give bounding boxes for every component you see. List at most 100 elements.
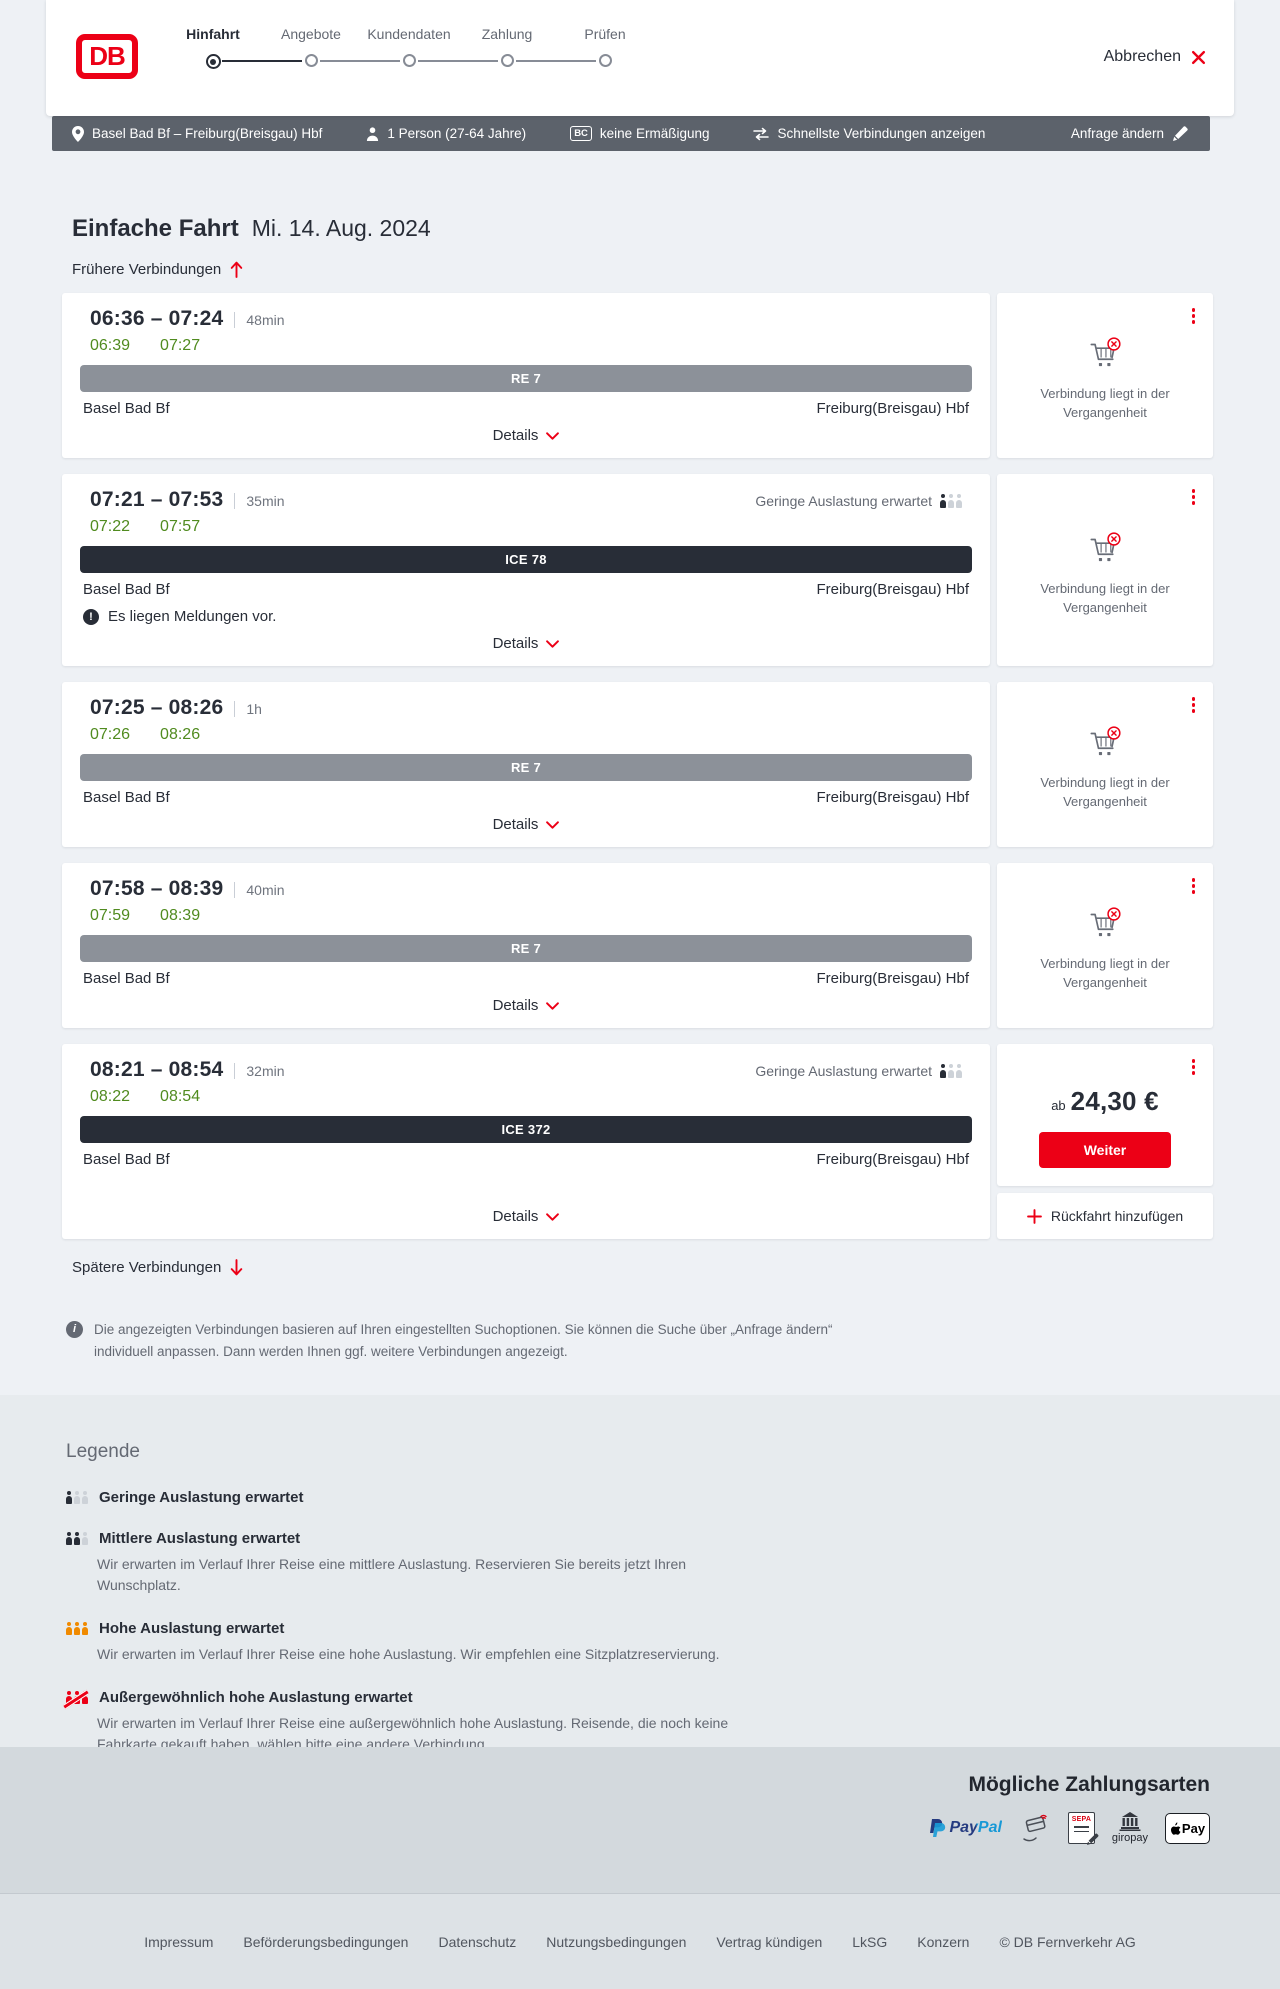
footer: Impressum Beförderungsbedingungen Datensch… xyxy=(0,1893,1280,1989)
payments-section: Mögliche Zahlungsarten PayPal SEPA girop… xyxy=(0,1747,1280,1893)
progress-step-label: Hinfahrt xyxy=(186,26,240,42)
occupancy-indicator: Geringe Auslastung erwartet xyxy=(755,1063,962,1079)
more-options-button[interactable] xyxy=(1190,487,1198,507)
progress-step[interactable]: Prüfen xyxy=(556,26,654,69)
chevron-down-icon xyxy=(546,820,560,829)
departure-station: Basel Bad Bf xyxy=(83,1151,170,1168)
train-label: RE 7 xyxy=(510,941,542,956)
add-return-button[interactable]: Rückfahrt hinzufügen xyxy=(997,1193,1213,1239)
legend-item-description: Wir erwarten im Verlauf Ihrer Reise eine… xyxy=(97,1715,729,1747)
person-icon xyxy=(367,126,379,141)
paypal-label: PayPal xyxy=(949,1819,1002,1836)
progress-step[interactable]: Kundendaten xyxy=(360,26,498,69)
connection-main[interactable]: 07:58 – 08:39 40min 07:59 08:39 RE 7 Bas… xyxy=(62,863,990,1028)
add-return-label: Rückfahrt hinzufügen xyxy=(1050,1208,1184,1224)
connection-duration: 32min xyxy=(234,1063,285,1079)
footer-link[interactable]: Nutzungsbedingungen xyxy=(546,1933,687,1950)
connection-card: 07:58 – 08:39 40min 07:59 08:39 RE 7 Bas… xyxy=(62,863,1213,1028)
legend-item-head: Außergewöhnlich hohe Auslastung erwartet xyxy=(66,1689,1280,1706)
train-line-bar: ICE 372 xyxy=(80,1116,972,1143)
swap-arrows-icon xyxy=(753,127,770,140)
edit-request-label: Anfrage ändern xyxy=(1070,126,1164,141)
passengers-summary: 1 Person (27-64 Jahre) xyxy=(366,126,526,141)
footer-link[interactable]: Impressum xyxy=(144,1933,214,1950)
more-options-button[interactable] xyxy=(1190,1057,1198,1077)
footer-link[interactable]: Beförderungsbedingungen xyxy=(243,1933,409,1950)
realtime-arrival: 07:27 xyxy=(160,337,201,354)
progress-step-dot xyxy=(500,54,514,67)
footer-link[interactable]: LkSG xyxy=(852,1933,888,1950)
bank-building-icon xyxy=(1119,1812,1141,1831)
realtime-arrival: 08:39 xyxy=(160,907,201,924)
route-text: Basel Bad Bf – Freiburg(Breisgau) Hbf xyxy=(92,126,323,141)
legend-item-head: Hohe Auslastung erwartet xyxy=(66,1620,1280,1637)
connection-side: Verbindung liegt in der Vergangenheit xyxy=(997,863,1213,1028)
stations-row: Basel Bad Bf Freiburg(Breisgau) Hbf xyxy=(80,581,972,598)
progress-step[interactable]: Zahlung xyxy=(458,26,596,69)
details-toggle[interactable]: Details xyxy=(80,635,972,654)
realtime-arrival: 08:54 xyxy=(160,1088,201,1105)
realtime-row: 07:22 07:57 xyxy=(80,518,972,536)
earlier-connections-link[interactable]: Frühere Verbindungen xyxy=(72,261,243,278)
more-options-button[interactable] xyxy=(1190,695,1198,715)
past-connection-content: Verbindung liegt in der Vergangenheit xyxy=(997,474,1213,666)
chevron-down-icon xyxy=(546,639,560,648)
details-label: Details xyxy=(492,635,539,652)
connection-main[interactable]: 07:25 – 08:26 1h 07:26 08:26 RE 7 Basel … xyxy=(62,682,990,847)
details-toggle[interactable]: Details xyxy=(80,997,972,1016)
copyright: © DB Fernverkehr AG xyxy=(999,1933,1136,1950)
footer-link[interactable]: Datenschutz xyxy=(438,1933,517,1950)
offer-panel: ab 24,30 € Weiter xyxy=(997,1044,1213,1186)
connection-main[interactable]: 07:21 – 07:53 35min Geringe Auslastung e… xyxy=(62,474,990,666)
price: ab 24,30 € xyxy=(1051,1086,1159,1117)
connection-duration: 40min xyxy=(234,882,285,898)
legend-item-label: Außergewöhnlich hohe Auslastung erwartet xyxy=(99,1689,413,1706)
legend-item-head: Geringe Auslastung erwartet xyxy=(66,1489,1280,1506)
info-icon: i xyxy=(66,1321,83,1338)
arrival-station: Freiburg(Breisgau) Hbf xyxy=(816,581,969,598)
more-options-button[interactable] xyxy=(1190,306,1198,326)
footer-link[interactable]: Vertrag kündigen xyxy=(716,1933,823,1950)
details-toggle[interactable]: Details xyxy=(80,1208,972,1227)
page-title: Einfache Fahrt Mi. 14. Aug. 2024 xyxy=(72,215,1280,243)
legend-title: Legende xyxy=(66,1441,140,1462)
train-label: ICE 372 xyxy=(501,1122,551,1137)
occupancy-label: Geringe Auslastung erwartet xyxy=(755,1063,932,1079)
connection-main[interactable]: 08:21 – 08:54 32min Geringe Auslastung e… xyxy=(62,1044,990,1239)
payments-title: Mögliche Zahlungsarten xyxy=(968,1773,1210,1796)
arrival-station: Freiburg(Breisgau) Hbf xyxy=(816,789,969,806)
progress-step[interactable]: Angebote xyxy=(262,26,400,69)
search-summary-bar: Basel Bad Bf – Freiburg(Breisgau) Hbf 1 … xyxy=(52,116,1210,151)
apple-icon xyxy=(1170,1821,1181,1835)
route-summary: Basel Bad Bf – Freiburg(Breisgau) Hbf xyxy=(72,125,323,142)
past-connection-note: Verbindung liegt in der Vergangenheit xyxy=(1040,775,1170,809)
footer-link[interactable]: Konzern xyxy=(917,1933,970,1950)
connection-main[interactable]: 06:36 – 07:24 48min 06:39 07:27 RE 7 Bas… xyxy=(62,293,990,458)
trip-type-title: Einfache Fahrt xyxy=(72,215,239,242)
chevron-down-icon xyxy=(546,431,560,440)
progress-step-dot xyxy=(402,54,416,67)
connections-list: 06:36 – 07:24 48min 06:39 07:27 RE 7 Bas… xyxy=(62,293,1213,1239)
weiter-button[interactable]: Weiter xyxy=(1039,1132,1171,1168)
more-options-button[interactable] xyxy=(1190,876,1198,896)
stations-row: Basel Bad Bf Freiburg(Breisgau) Hbf xyxy=(80,970,972,987)
plus-icon xyxy=(1026,1208,1042,1224)
progress-step[interactable]: Hinfahrt xyxy=(164,26,302,69)
details-toggle[interactable]: Details xyxy=(80,427,972,446)
later-connections-link[interactable]: Spätere Verbindungen xyxy=(72,1259,243,1276)
train-label: RE 7 xyxy=(510,760,542,775)
legend-item-description: Wir erwarten im Verlauf Ihrer Reise eine… xyxy=(97,1646,720,1662)
connection-times: 07:58 – 08:39 xyxy=(90,877,224,900)
realtime-arrival: 08:26 xyxy=(160,726,201,743)
arrival-station: Freiburg(Breisgau) Hbf xyxy=(816,1151,969,1168)
cancel-button[interactable]: Abbrechen xyxy=(1104,48,1206,66)
arrow-up-icon xyxy=(231,261,243,278)
past-connection-content: Verbindung liegt in der Vergangenheit xyxy=(997,863,1213,1028)
sepa-pencil-icon xyxy=(1086,1833,1099,1845)
applepay-label: Pay xyxy=(1181,1820,1206,1836)
edit-request-button[interactable]: Anfrage ändern xyxy=(1071,126,1188,141)
details-toggle[interactable]: Details xyxy=(80,816,972,835)
paypal-logo: PayPal xyxy=(929,1818,1002,1838)
progress-step-label: Angebote xyxy=(281,26,341,42)
realtime-row: 08:22 08:54 xyxy=(80,1088,972,1106)
